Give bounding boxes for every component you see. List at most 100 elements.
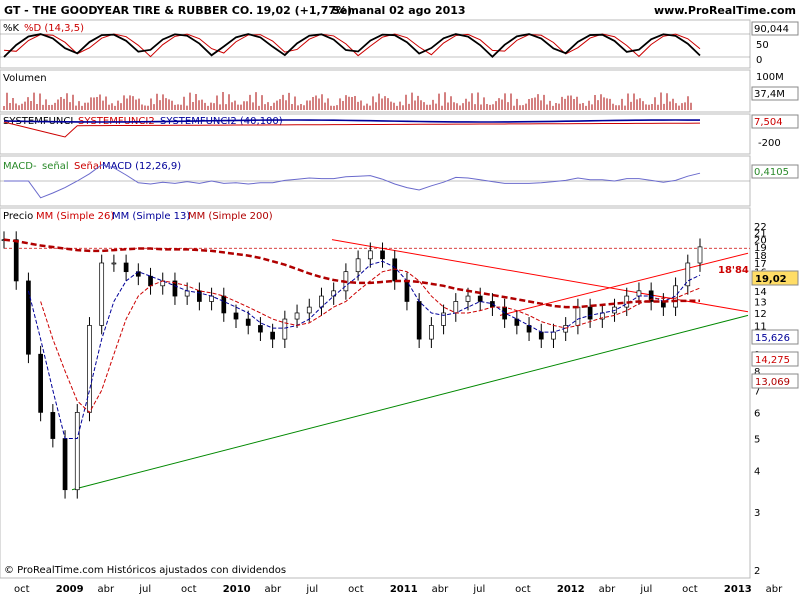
- price-candle: [380, 250, 385, 260]
- macd-label-d: MACD (12,26,9): [102, 161, 181, 172]
- macd-line: [4, 164, 701, 199]
- price-candle: [477, 295, 483, 302]
- x-tick-label: jul: [138, 584, 151, 595]
- ma26-label: MM (Simple 26): [36, 211, 114, 222]
- price-candle: [111, 262, 117, 265]
- price-candle: [514, 318, 520, 326]
- stoch-label-d: %D (14,3,5): [24, 23, 84, 34]
- price-candle: [245, 318, 251, 326]
- price-label: Precio: [3, 211, 33, 222]
- system-tick: -200: [758, 138, 781, 149]
- y-tick-label: 21: [754, 229, 767, 240]
- trendline-resistance: [331, 239, 749, 313]
- macd-label-a: MACD-: [3, 161, 37, 172]
- x-tick-label: abr: [766, 584, 783, 595]
- brand-link[interactable]: www.ProRealTime.com: [653, 4, 796, 17]
- last-price-value: 19,02: [755, 274, 787, 285]
- system-line-blue: [3, 119, 701, 123]
- x-tick-label: oct: [181, 584, 197, 595]
- stoch-panel: [0, 19, 751, 69]
- ma13-value: 15,626: [755, 333, 790, 344]
- y-tick-label: 7: [754, 386, 760, 397]
- price-candle: [87, 325, 92, 413]
- price-candle: [26, 280, 31, 355]
- last-price: 19,02 (+1,77%): [256, 4, 353, 17]
- macd-label-c: Señal: [74, 161, 102, 172]
- stoch-tick-0: 0: [756, 55, 762, 66]
- price-candle: [50, 412, 56, 439]
- y-tick-label: 4: [754, 467, 760, 478]
- price-candle: [697, 246, 703, 264]
- price-candle: [197, 290, 202, 302]
- ma200-label: MM (Simple 200): [188, 211, 273, 222]
- hline-label: 18'84: [718, 265, 749, 276]
- volume-label: Volumen: [3, 73, 47, 84]
- price-candle: [294, 312, 300, 320]
- footer-note: © ProRealTime.com Históricos ajustados c…: [4, 564, 286, 576]
- stoch-d-line: [3, 33, 701, 58]
- price-candle: [123, 262, 129, 273]
- volume-value: 37,4M: [754, 89, 785, 100]
- stoch-label-k: %K: [3, 23, 20, 34]
- price-candle: [538, 331, 544, 340]
- x-tick-label: oct: [515, 584, 531, 595]
- volume-panel: [0, 69, 751, 113]
- price-candle: [306, 306, 312, 314]
- ma26-value: 14,275: [755, 355, 790, 366]
- price-candle: [367, 250, 373, 260]
- y-tick-label: 22: [754, 222, 767, 233]
- y-tick-label: 3: [754, 508, 760, 519]
- x-tick-label: 2012: [557, 584, 585, 595]
- x-tick-label: jul: [305, 584, 318, 595]
- ma13-label: MM (Simple 13): [112, 211, 190, 222]
- price-candle: [319, 295, 324, 308]
- price-candle: [282, 318, 288, 340]
- x-tick-label: oct: [348, 584, 364, 595]
- y-tick-label: 12: [754, 309, 767, 320]
- x-tick-label: abr: [432, 584, 449, 595]
- symbol-title: GT - THE GOODYEAR TIRE & RUBBER CO.: [4, 4, 254, 17]
- y-tick-label: 13: [754, 297, 767, 308]
- y-tick-label: 19: [754, 243, 767, 254]
- price-candle: [575, 306, 581, 326]
- x-tick-label: jul: [639, 584, 652, 595]
- x-tick-label: 2011: [390, 584, 418, 595]
- price-candle: [416, 301, 422, 340]
- system-label-c: SYSTEMFUNCI2 (40,100): [160, 116, 283, 127]
- volume-tick: 100M: [756, 72, 784, 83]
- price-candle: [270, 331, 275, 340]
- y-tick-label: 8: [754, 367, 760, 378]
- price-candle: [148, 275, 153, 287]
- y-tick-label: 11: [754, 321, 767, 332]
- x-tick-label: oct: [14, 584, 30, 595]
- ma200-line: [3, 238, 701, 309]
- ma200-value: 13,069: [755, 377, 790, 388]
- price-candle: [441, 312, 446, 326]
- y-tick-label: 20: [754, 236, 767, 247]
- price-candle: [62, 438, 68, 491]
- period-date: Semanal 02 ago 2013: [332, 4, 466, 17]
- price-candle: [355, 258, 361, 273]
- y-tick-label: 2: [754, 566, 760, 577]
- x-tick-label: abr: [599, 584, 616, 595]
- price-candle: [13, 239, 19, 282]
- macd-label-b: señal: [42, 161, 69, 172]
- x-tick-label: jul: [472, 584, 485, 595]
- price-candle: [258, 325, 263, 333]
- price-candle: [453, 301, 459, 314]
- price-candle: [392, 258, 398, 282]
- price-candle: [99, 262, 105, 326]
- stoch-k-line: [3, 33, 701, 59]
- x-tick-label: abr: [98, 584, 115, 595]
- price-candle: [685, 262, 691, 287]
- price-candle: [38, 353, 43, 413]
- chart-header: GT - THE GOODYEAR TIRE & RUBBER CO. 19,0…: [0, 0, 800, 20]
- x-tick-label: 2010: [223, 584, 251, 595]
- price-candle: [429, 325, 434, 340]
- system-value: 7,504: [754, 117, 783, 128]
- price-candle: [551, 331, 556, 340]
- trendline-support-recent: [499, 252, 749, 316]
- x-tick-label: abr: [265, 584, 282, 595]
- ma26-line: [40, 268, 701, 414]
